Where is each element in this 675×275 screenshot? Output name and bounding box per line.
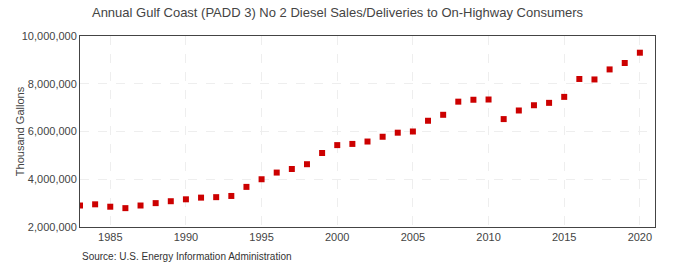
svg-text:Source: U.S. Energy Informatio: Source: U.S. Energy Information Administ… xyxy=(82,251,292,262)
svg-text:2015: 2015 xyxy=(552,231,576,243)
svg-text:10,000,000: 10,000,000 xyxy=(22,30,77,42)
svg-text:2005: 2005 xyxy=(401,231,425,243)
svg-text:Annual Gulf Coast (PADD 3) No: Annual Gulf Coast (PADD 3) No 2 Diesel S… xyxy=(92,5,584,20)
svg-text:1995: 1995 xyxy=(249,231,273,243)
svg-text:6,000,000: 6,000,000 xyxy=(28,125,77,137)
svg-text:4,000,000: 4,000,000 xyxy=(28,173,77,185)
svg-text:Thousand Gallons: Thousand Gallons xyxy=(14,86,26,176)
svg-text:2000: 2000 xyxy=(325,231,349,243)
svg-text:8,000,000: 8,000,000 xyxy=(28,78,77,90)
svg-text:2,000,000: 2,000,000 xyxy=(28,221,77,233)
svg-text:2010: 2010 xyxy=(476,231,500,243)
svg-text:1985: 1985 xyxy=(98,231,122,243)
svg-text:2020: 2020 xyxy=(628,231,652,243)
svg-text:1990: 1990 xyxy=(174,231,198,243)
